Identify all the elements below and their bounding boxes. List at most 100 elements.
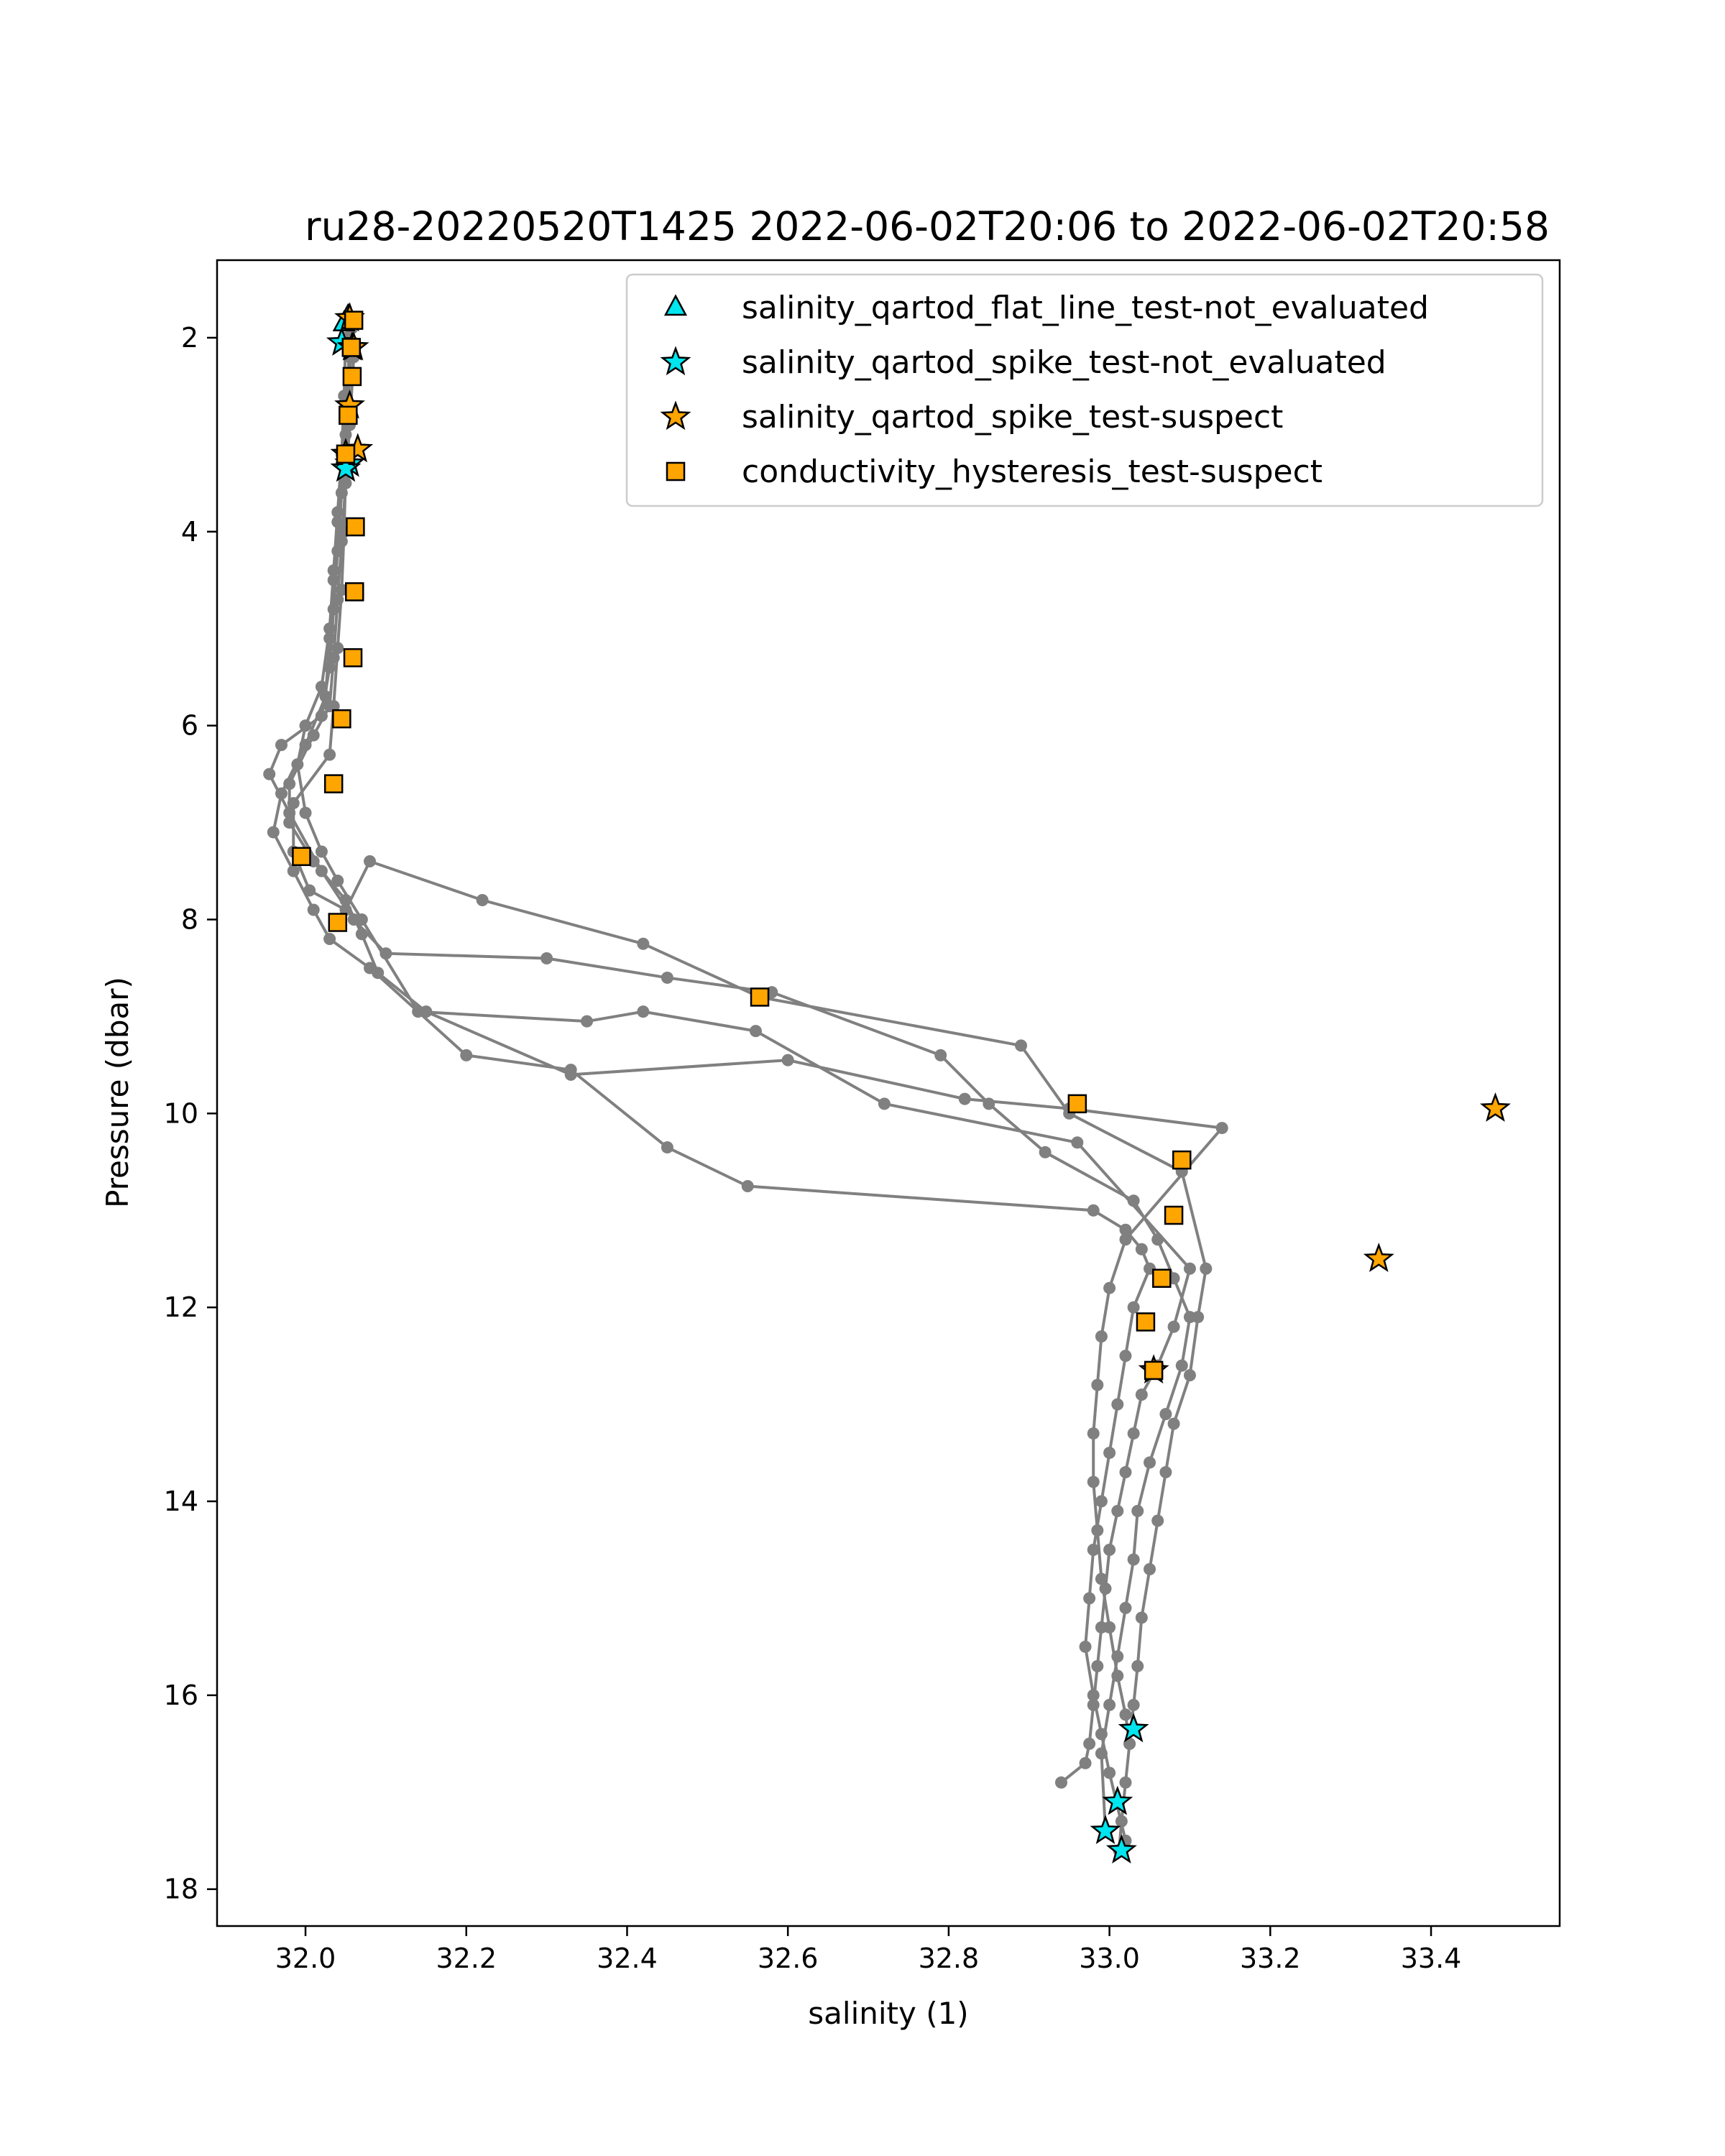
y-tick-label: 12: [164, 1291, 198, 1323]
profile-point: [1175, 1359, 1188, 1372]
y-axis-label: Pressure (dbar): [100, 977, 135, 1208]
flag-marker-square: [344, 310, 364, 330]
profile-point: [1111, 1505, 1124, 1518]
profile-point: [1015, 1039, 1028, 1052]
profile-point: [1079, 1640, 1092, 1653]
profile-point: [331, 593, 344, 606]
profile-point: [1083, 1737, 1096, 1750]
flag-marker-square: [292, 847, 311, 867]
profile-point: [1119, 1776, 1132, 1789]
profile-point: [476, 894, 489, 906]
flag-marker-square: [1152, 1268, 1172, 1288]
profile-point: [1083, 1592, 1096, 1605]
profile-point: [1087, 1204, 1100, 1217]
profile-point: [323, 748, 336, 761]
legend-marker-star: [660, 346, 691, 376]
profile-point: [1111, 1398, 1124, 1411]
profile-point: [355, 913, 368, 926]
profile-point: [299, 719, 312, 732]
profile-point: [1095, 1330, 1108, 1343]
profile-point: [263, 768, 276, 780]
y-tick-label: 2: [181, 322, 198, 354]
flag-marker-square: [341, 338, 362, 357]
flag-marker-square: [323, 774, 344, 793]
profile-point: [339, 476, 352, 489]
profile-point: [1200, 1262, 1213, 1275]
profile-point: [1131, 1505, 1144, 1518]
flag-marker-square: [750, 987, 770, 1007]
profile-point: [1159, 1466, 1172, 1479]
profile-point: [355, 928, 368, 941]
flag-marker-square: [1067, 1094, 1087, 1114]
y-tick-label: 4: [181, 516, 198, 548]
legend: salinity_qartod_flat_line_test-not_evalu…: [625, 273, 1544, 507]
y-axis: 2 4 6 8 10 12 14 16 18: [164, 322, 217, 1905]
profile-point: [327, 573, 340, 586]
profile-point: [460, 1049, 473, 1061]
profile-point: [540, 952, 553, 964]
profile-point: [1091, 1378, 1104, 1391]
profile-point: [934, 1049, 947, 1061]
flag-marker-star: [1090, 1815, 1121, 1845]
profile-point: [1135, 1388, 1148, 1401]
profile-point: [1131, 1659, 1144, 1672]
profile-point: [275, 739, 288, 752]
y-tick-label: 14: [164, 1485, 198, 1517]
profile-point: [1119, 1233, 1132, 1246]
profile-point: [1215, 1122, 1228, 1135]
profile-point: [287, 865, 300, 877]
profile-point: [1135, 1611, 1148, 1624]
profile-point: [1167, 1320, 1180, 1333]
x-tick-label: 32.4: [597, 1943, 658, 1974]
profile-point: [1071, 1136, 1084, 1149]
x-tick-label: 32.2: [436, 1943, 497, 1974]
profile-point: [1167, 1417, 1180, 1430]
legend-entry-label: conductivity_hysteresis_test-suspect: [742, 453, 1322, 490]
profile-point: [1151, 1514, 1164, 1527]
profile-point: [1103, 1698, 1116, 1711]
profile-point: [1039, 1146, 1052, 1158]
flag-marker-star: [1105, 1834, 1137, 1864]
profile-point: [319, 690, 332, 703]
profile-point: [1111, 1669, 1124, 1682]
profile-point: [1103, 1543, 1116, 1556]
profile-point: [1119, 1223, 1132, 1236]
profile-point: [1103, 1447, 1116, 1460]
profile-point: [1091, 1524, 1104, 1537]
profile-point: [661, 971, 673, 984]
flag-marker-square: [346, 517, 365, 537]
profile-point: [364, 855, 377, 868]
profile-point: [339, 894, 352, 906]
profile-point: [1144, 1562, 1156, 1575]
profile-point: [331, 515, 344, 528]
profile-point: [1119, 1708, 1132, 1721]
legend-marker-star: [660, 400, 691, 430]
profile-line-5: [288, 356, 1225, 1744]
legend-entry-label: salinity_qartod_spike_test-not_evaluated: [742, 344, 1386, 381]
profile-point: [335, 535, 348, 548]
flag-marker-square: [336, 444, 356, 464]
profile-line-1: [292, 318, 1208, 1851]
profile-point: [323, 932, 336, 945]
y-tick-label: 16: [164, 1680, 198, 1711]
profile-point: [323, 632, 336, 645]
profile-point: [1119, 1601, 1132, 1614]
profile-point: [1087, 1427, 1100, 1440]
chart-title: ru28-20220520T1425 2022-06-02T20:06 to 2…: [305, 203, 1550, 249]
profile-point: [741, 1180, 754, 1193]
flag-marker-star: [1363, 1243, 1394, 1272]
profile-point: [1091, 1659, 1104, 1672]
profile-point: [1183, 1262, 1196, 1275]
flag-marker-square: [342, 367, 362, 387]
profile-point: [581, 1015, 594, 1028]
profile-point: [1087, 1543, 1100, 1556]
profile-point: [267, 826, 280, 839]
flag-marker-square: [339, 405, 358, 425]
profile-point: [1087, 1475, 1100, 1488]
x-tick-label: 33.0: [1079, 1943, 1140, 1974]
profile-point: [283, 778, 296, 791]
legend-entry-label: salinity_qartod_spike_test-suspect: [742, 399, 1283, 436]
x-tick-label: 32.0: [275, 1943, 336, 1974]
profile-point: [1087, 1689, 1100, 1702]
y-tick-label: 18: [164, 1874, 198, 1905]
